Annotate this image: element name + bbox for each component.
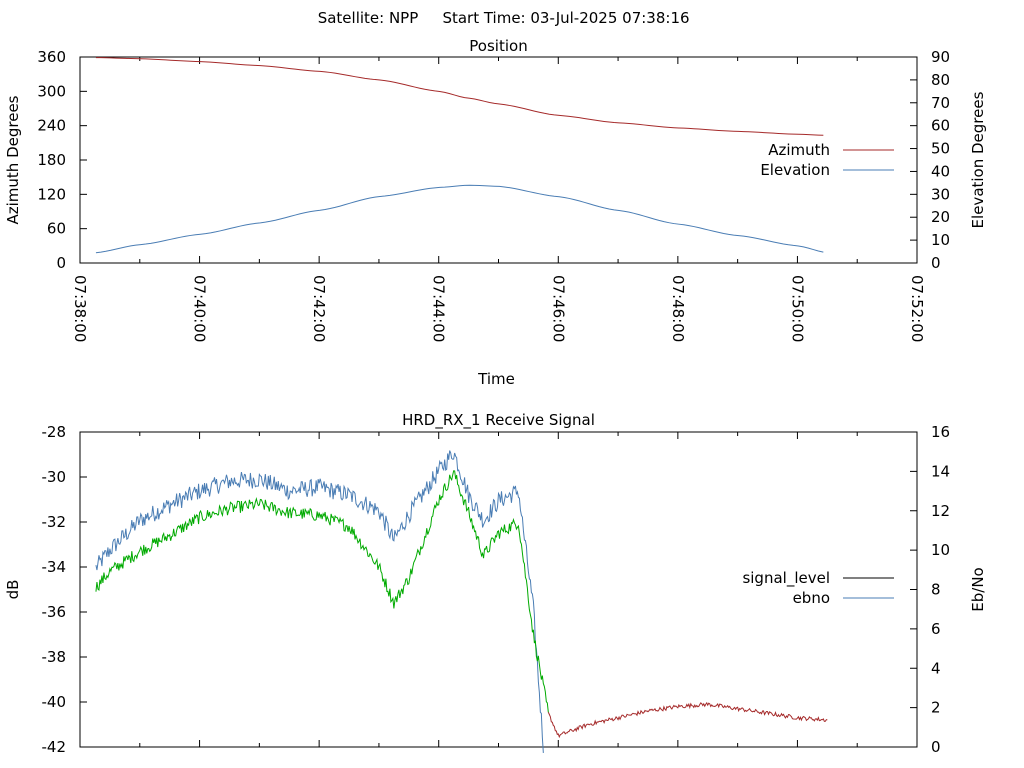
legend-label-signal_level: signal_level [742, 569, 830, 588]
y2-tick-label: 10 [931, 541, 950, 559]
series-line-azimuth [95, 57, 824, 136]
y-axis-label: Azimuth Degrees [4, 95, 22, 224]
legend-label-elevation: Elevation [760, 161, 830, 179]
receive-signal-chart: HRD_RX_1 Receive Signal -42 -40 -38 -36 -34 -3… [4, 411, 987, 756]
y-tick-label: -38 [42, 648, 67, 666]
x-tick-label: 07:46:00 [549, 275, 567, 342]
legend-label-azimuth: Azimuth [768, 141, 830, 159]
y-tick-label: 240 [37, 117, 66, 135]
satellite-label: Satellite: NPP [318, 9, 419, 27]
y2-tick-label: 16 [931, 423, 950, 441]
y-tick-label: -28 [42, 423, 67, 441]
series-line-elevation [95, 184, 824, 254]
y-axis-label: dB [4, 580, 22, 600]
y2-tick-label: 2 [931, 699, 941, 717]
x-tick-label: 07:42:00 [310, 275, 328, 342]
y2-tick-label: 90 [931, 48, 950, 66]
y2-axis-label: Eb/No [969, 567, 987, 611]
plot-frame [79, 56, 918, 264]
y2-axis-label: Elevation Degrees [969, 91, 987, 228]
legend-label-ebno: ebno [793, 589, 830, 607]
y2-tick-label: 12 [931, 502, 950, 520]
y-tick-label: 360 [37, 48, 66, 66]
position-chart: Position 0 60 120 180 240 300 360 0 10 20 30 40 50 60 7… [4, 37, 987, 388]
x-tick-label: 07:52:00 [908, 275, 926, 342]
y-tick-label: -42 [42, 738, 67, 756]
y2-tick-label: 70 [931, 94, 950, 112]
y-tick-label: 60 [47, 220, 66, 238]
x-tick-label: 07:48:00 [669, 275, 687, 342]
y2-tick-label: 80 [931, 71, 950, 89]
series-line-signal-level [95, 470, 549, 713]
y2-tick-label: 6 [931, 620, 941, 638]
chart-title: HRD_RX_1 Receive Signal [402, 411, 595, 430]
y2-tick-label: 30 [931, 185, 950, 203]
y2-tick-label: 0 [931, 738, 941, 756]
y-tick-label: -40 [42, 693, 67, 711]
y2-tick-label: 20 [931, 208, 950, 226]
y-tick-label: -36 [42, 603, 67, 621]
y2-tick-label: 40 [931, 162, 950, 180]
y2-tick-label: 60 [931, 117, 950, 135]
y-tick-label: 0 [56, 254, 66, 272]
start-time-label: Start Time: 03-Jul-2025 07:38:16 [442, 9, 689, 27]
y-tick-label: -30 [42, 468, 67, 486]
plot-frame [79, 431, 918, 748]
x-tick-label: 07:50:00 [788, 275, 806, 342]
series-line-ebno [95, 450, 544, 753]
y2-tick-label: 0 [931, 254, 941, 272]
y2-tick-label: 10 [931, 231, 950, 249]
y2-tick-label: 8 [931, 581, 941, 599]
y-tick-label: 180 [37, 151, 66, 169]
series-line-signal-level-after-los [547, 701, 828, 739]
x-tick-label: 07:38:00 [71, 275, 89, 342]
y-tick-label: -34 [42, 558, 67, 576]
y-tick-label: 300 [37, 82, 66, 100]
x-tick-label: 07:44:00 [430, 275, 448, 342]
x-axis-label: Time [477, 370, 515, 388]
y-tick-label: 120 [37, 185, 66, 203]
y-tick-label: -32 [42, 513, 67, 531]
y2-tick-label: 4 [931, 659, 941, 677]
chart-title: Position [469, 37, 527, 55]
x-tick-label: 07:40:00 [191, 275, 209, 342]
y2-tick-label: 14 [931, 462, 950, 480]
y2-tick-label: 50 [931, 140, 950, 158]
